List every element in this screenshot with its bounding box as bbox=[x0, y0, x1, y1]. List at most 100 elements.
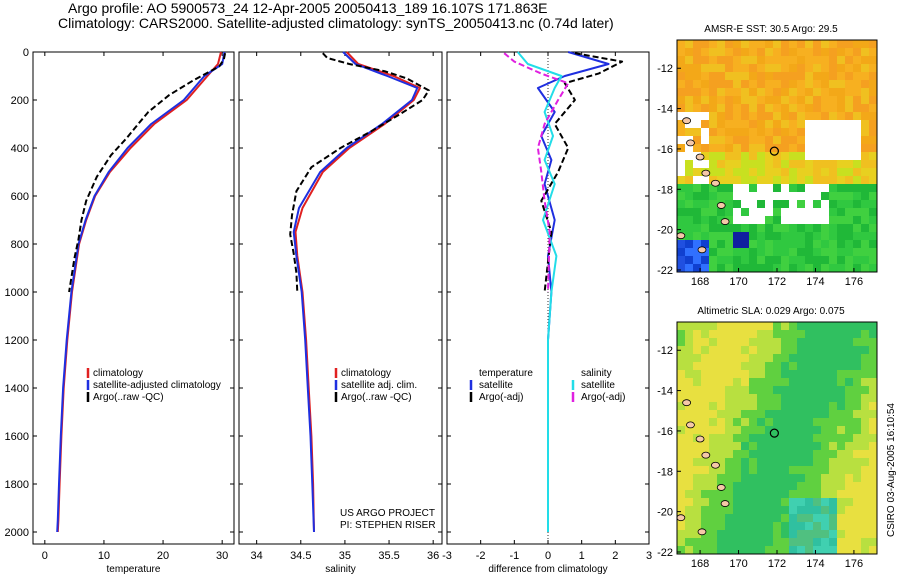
map-cell bbox=[685, 546, 693, 554]
map-cell bbox=[717, 88, 725, 96]
map-cell bbox=[749, 322, 757, 330]
legend-label-temp: Argo(-adj) bbox=[479, 392, 523, 403]
map-cell bbox=[685, 386, 693, 394]
map-cell bbox=[869, 240, 877, 248]
map-cell bbox=[677, 370, 685, 378]
map-cell bbox=[813, 168, 821, 176]
map-cell bbox=[837, 370, 845, 378]
island-sst bbox=[711, 179, 720, 187]
map-cell bbox=[693, 264, 701, 272]
map-cell bbox=[813, 506, 821, 514]
map-cell bbox=[789, 184, 797, 192]
island-sla bbox=[720, 500, 730, 507]
map-cell bbox=[829, 490, 837, 498]
map-cell bbox=[829, 378, 837, 386]
map-cell bbox=[869, 120, 877, 128]
map-cell bbox=[773, 184, 781, 192]
map-cell bbox=[813, 450, 821, 458]
map-cell bbox=[829, 370, 837, 378]
map-cell bbox=[693, 200, 701, 208]
map-cell bbox=[709, 546, 717, 554]
map-cell bbox=[861, 434, 869, 442]
map-cell bbox=[829, 474, 837, 482]
map-cell bbox=[869, 200, 877, 208]
map-cell bbox=[845, 530, 853, 538]
map-cell bbox=[693, 490, 701, 498]
map-cell bbox=[853, 216, 861, 224]
map-cell bbox=[749, 248, 757, 256]
map-cell bbox=[853, 104, 861, 112]
map-cell bbox=[845, 208, 853, 216]
map-cell bbox=[725, 104, 733, 112]
map-cell bbox=[797, 72, 805, 80]
map-cell bbox=[749, 450, 757, 458]
map-cell bbox=[789, 514, 797, 522]
map-cell bbox=[693, 514, 701, 522]
map-cell bbox=[837, 354, 845, 362]
map-cell bbox=[789, 362, 797, 370]
map-cell bbox=[717, 354, 725, 362]
map-cell bbox=[773, 330, 781, 338]
map-cell bbox=[693, 362, 701, 370]
island-sla bbox=[686, 421, 695, 429]
map-cell bbox=[757, 522, 765, 530]
map-cell bbox=[677, 482, 685, 490]
map-cell bbox=[749, 482, 757, 490]
map-cell bbox=[845, 346, 853, 354]
map-cell bbox=[837, 346, 845, 354]
map-cell bbox=[869, 530, 877, 538]
map-cell bbox=[701, 192, 709, 200]
map-cell bbox=[757, 224, 765, 232]
map-cell bbox=[797, 104, 805, 112]
map-cell bbox=[741, 474, 749, 482]
map-cell bbox=[853, 362, 861, 370]
map-cell bbox=[845, 184, 853, 192]
map-cell bbox=[741, 506, 749, 514]
figure-title-line1: Argo profile: AO 5900573_24 12-Apr-2005 … bbox=[68, 0, 548, 16]
map-cell bbox=[709, 378, 717, 386]
map-cell bbox=[757, 152, 765, 160]
map-cell bbox=[709, 514, 717, 522]
map-cell bbox=[685, 474, 693, 482]
map-cell bbox=[717, 176, 725, 184]
map-cell bbox=[813, 346, 821, 354]
map-cell bbox=[805, 184, 813, 192]
map-cell bbox=[845, 64, 853, 72]
map-cell bbox=[821, 232, 829, 240]
map-cell bbox=[789, 40, 797, 48]
map-cell bbox=[765, 216, 773, 224]
map-cell bbox=[701, 200, 709, 208]
map-cell bbox=[853, 514, 861, 522]
map-cell bbox=[797, 330, 805, 338]
x-tick-label-difference: 2 bbox=[612, 550, 618, 562]
map-cell bbox=[797, 386, 805, 394]
map-cell bbox=[725, 184, 733, 192]
map-cell bbox=[813, 522, 821, 530]
map-cell bbox=[781, 232, 789, 240]
map-cell bbox=[677, 256, 685, 264]
map-cell bbox=[781, 474, 789, 482]
map-cell bbox=[701, 482, 709, 490]
x-tick-label-salinity: 35 bbox=[339, 550, 351, 562]
map-cell bbox=[821, 522, 829, 530]
map-cell bbox=[837, 240, 845, 248]
map-cell bbox=[765, 184, 773, 192]
map-cell bbox=[845, 386, 853, 394]
map-cell bbox=[709, 394, 717, 402]
map-cell bbox=[797, 232, 805, 240]
map-cell bbox=[853, 546, 861, 554]
map-cell bbox=[869, 184, 877, 192]
map-cell bbox=[709, 522, 717, 530]
map-cell bbox=[701, 362, 709, 370]
map-cell bbox=[693, 394, 701, 402]
map-cell bbox=[813, 498, 821, 506]
map-cell bbox=[821, 490, 829, 498]
map-cell bbox=[869, 378, 877, 386]
map-cell bbox=[749, 256, 757, 264]
map-cell bbox=[789, 128, 797, 136]
map-cell bbox=[837, 48, 845, 56]
map-cell bbox=[805, 56, 813, 64]
map-cell bbox=[773, 394, 781, 402]
map-cell bbox=[821, 442, 829, 450]
map-cell bbox=[693, 184, 701, 192]
